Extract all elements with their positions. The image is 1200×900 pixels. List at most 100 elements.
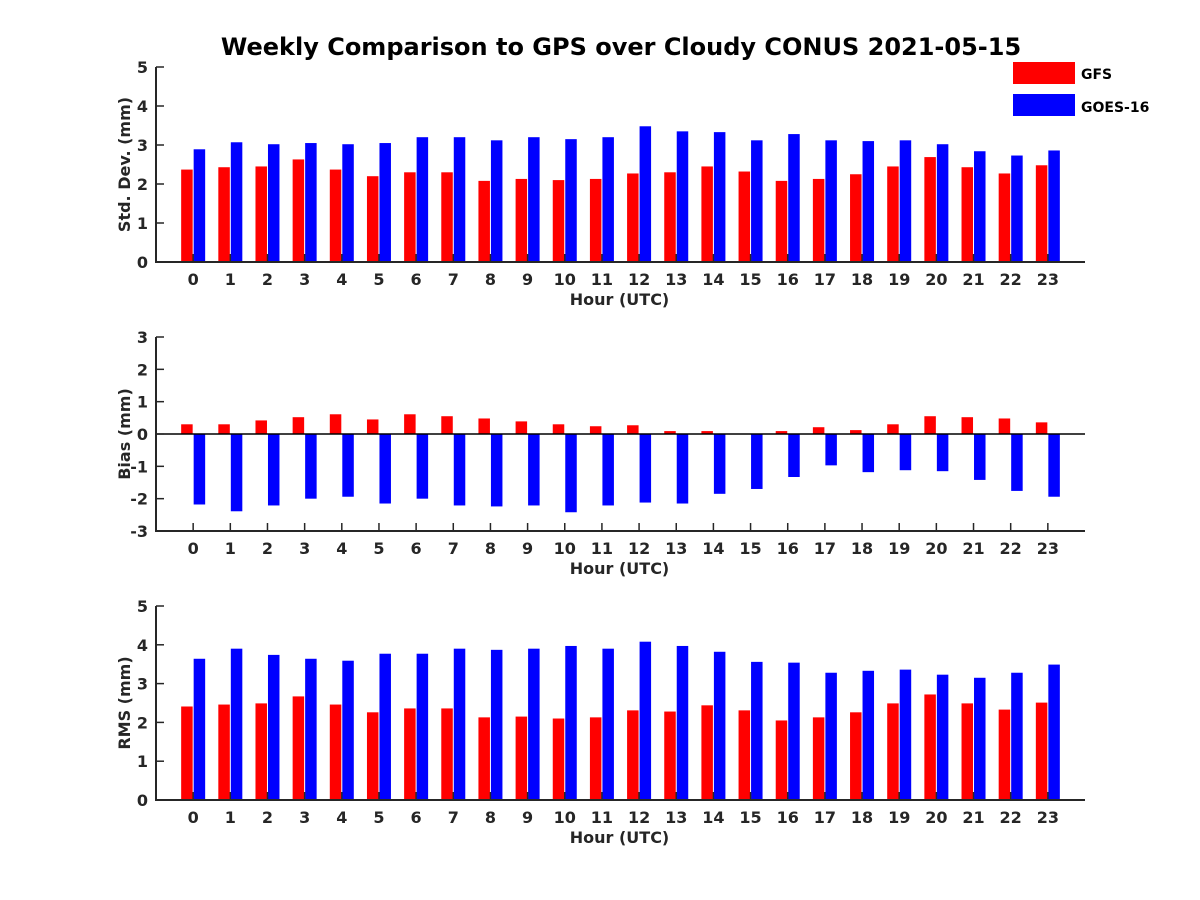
bar-gfs-hour-20 xyxy=(924,157,936,262)
bar-goes-16-hour-16 xyxy=(788,662,800,800)
bar-goes-16-hour-11 xyxy=(602,434,614,506)
x-tick-label: 11 xyxy=(591,270,613,289)
x-tick-label: 22 xyxy=(1000,539,1022,558)
x-tick-label: 9 xyxy=(522,270,533,289)
legend-swatch-gfs xyxy=(1013,62,1075,84)
bar-gfs-hour-8 xyxy=(478,180,490,262)
bar-gfs-hour-23 xyxy=(1035,422,1048,434)
x-tick-label: 18 xyxy=(851,808,873,827)
x-tick-label: 21 xyxy=(962,539,984,558)
y-tick-label: 0 xyxy=(137,791,148,810)
y-tick-label: 2 xyxy=(137,360,148,379)
bar-gfs-hour-15 xyxy=(738,710,751,800)
bar-gfs-hour-14 xyxy=(701,431,713,434)
x-tick-label: 20 xyxy=(925,270,947,289)
x-tick-label: 18 xyxy=(851,539,873,558)
bar-goes-16-hour-15 xyxy=(751,661,763,800)
bar-goes-16-hour-23 xyxy=(1048,150,1060,262)
bar-goes-16-hour-6 xyxy=(416,434,429,499)
x-tick-label: 0 xyxy=(188,539,199,558)
bar-gfs-hour-2 xyxy=(255,166,267,262)
bar-goes-16-hour-13 xyxy=(676,434,689,504)
bar-gfs-hour-19 xyxy=(887,703,899,800)
bar-goes-16-hour-20 xyxy=(936,434,949,472)
bar-goes-16-hour-9 xyxy=(528,648,540,800)
x-tick-label: 16 xyxy=(777,808,799,827)
bar-gfs-hour-3 xyxy=(292,159,305,262)
y-tick-label: -2 xyxy=(130,490,148,509)
bar-goes-16-hour-16 xyxy=(788,134,800,262)
bar-goes-16-hour-22 xyxy=(1011,672,1023,800)
x-tick-label: 20 xyxy=(925,808,947,827)
bar-goes-16-hour-18 xyxy=(862,141,875,262)
x-tick-label: 8 xyxy=(485,539,496,558)
y-tick-label: -1 xyxy=(130,457,148,476)
bar-gfs-hour-11 xyxy=(589,178,602,262)
bar-goes-16-hour-7 xyxy=(453,434,466,506)
legend: GFS GOES-16 xyxy=(1013,62,1149,116)
bar-gfs-hour-5 xyxy=(366,176,379,262)
x-tick-label: 21 xyxy=(962,808,984,827)
x-tick-label: 7 xyxy=(448,539,459,558)
x-tick-label: 6 xyxy=(411,270,422,289)
bar-goes-16-hour-12 xyxy=(639,641,652,800)
x-tick-label: 14 xyxy=(702,808,724,827)
bar-goes-16-hour-13 xyxy=(676,645,689,800)
bar-goes-16-hour-13 xyxy=(676,131,689,262)
bar-gfs-hour-0 xyxy=(181,706,193,800)
bar-goes-16-hour-2 xyxy=(267,654,280,800)
x-tick-label: 13 xyxy=(665,270,687,289)
bar-goes-16-hour-18 xyxy=(862,670,875,800)
x-tick-label: 23 xyxy=(1037,270,1059,289)
bar-gfs-hour-18 xyxy=(850,430,862,434)
bar-goes-16-hour-14 xyxy=(713,651,726,800)
bar-gfs-hour-14 xyxy=(701,705,713,800)
bar-goes-16-hour-0 xyxy=(193,434,206,505)
x-tick-label: 13 xyxy=(665,808,687,827)
bar-gfs-hour-17 xyxy=(812,717,825,800)
x-axis-label: Hour (UTC) xyxy=(570,828,670,847)
bar-gfs-hour-21 xyxy=(961,703,974,800)
x-tick-label: 0 xyxy=(188,808,199,827)
x-tick-label: 6 xyxy=(411,808,422,827)
bar-gfs-hour-9 xyxy=(515,421,528,434)
x-tick-label: 8 xyxy=(485,270,496,289)
bar-goes-16-hour-16 xyxy=(788,434,800,477)
x-tick-label: 8 xyxy=(485,808,496,827)
bar-goes-16-hour-9 xyxy=(528,434,540,506)
y-axis-label: Std. Dev. (mm) xyxy=(115,97,134,232)
x-tick-label: 12 xyxy=(628,270,650,289)
x-tick-label: 15 xyxy=(739,808,761,827)
bar-gfs-hour-7 xyxy=(441,172,453,262)
bar-goes-16-hour-15 xyxy=(751,434,763,489)
y-tick-label: 5 xyxy=(137,58,148,77)
bar-gfs-hour-3 xyxy=(292,417,305,434)
x-tick-label: 14 xyxy=(702,270,724,289)
x-tick-label: 16 xyxy=(777,539,799,558)
bar-gfs-hour-2 xyxy=(255,420,267,434)
y-tick-label: 3 xyxy=(137,675,148,694)
x-tick-label: 1 xyxy=(225,270,236,289)
x-tick-label: 7 xyxy=(448,270,459,289)
y-axis-label: Bias (mm) xyxy=(115,388,134,480)
bar-goes-16-hour-0 xyxy=(193,658,206,800)
x-tick-label: 20 xyxy=(925,539,947,558)
legend-swatch-goes16 xyxy=(1013,94,1075,116)
y-axis-label: RMS (mm) xyxy=(115,656,134,749)
bar-gfs-hour-5 xyxy=(366,712,379,800)
bar-goes-16-hour-15 xyxy=(751,140,763,262)
bar-gfs-hour-1 xyxy=(218,424,230,434)
bar-gfs-hour-23 xyxy=(1035,702,1048,800)
chart-title: Weekly Comparison to GPS over Cloudy CON… xyxy=(221,33,1021,61)
x-tick-label: 7 xyxy=(448,808,459,827)
x-tick-label: 5 xyxy=(373,808,384,827)
bar-goes-16-hour-20 xyxy=(936,674,949,800)
bar-gfs-hour-22 xyxy=(998,173,1011,262)
bar-goes-16-hour-12 xyxy=(639,126,652,262)
y-tick-label: 4 xyxy=(137,636,148,655)
bar-goes-16-hour-8 xyxy=(490,140,503,262)
bar-goes-16-hour-9 xyxy=(528,137,540,262)
bar-goes-16-hour-22 xyxy=(1011,155,1023,262)
bar-gfs-hour-13 xyxy=(664,172,676,262)
